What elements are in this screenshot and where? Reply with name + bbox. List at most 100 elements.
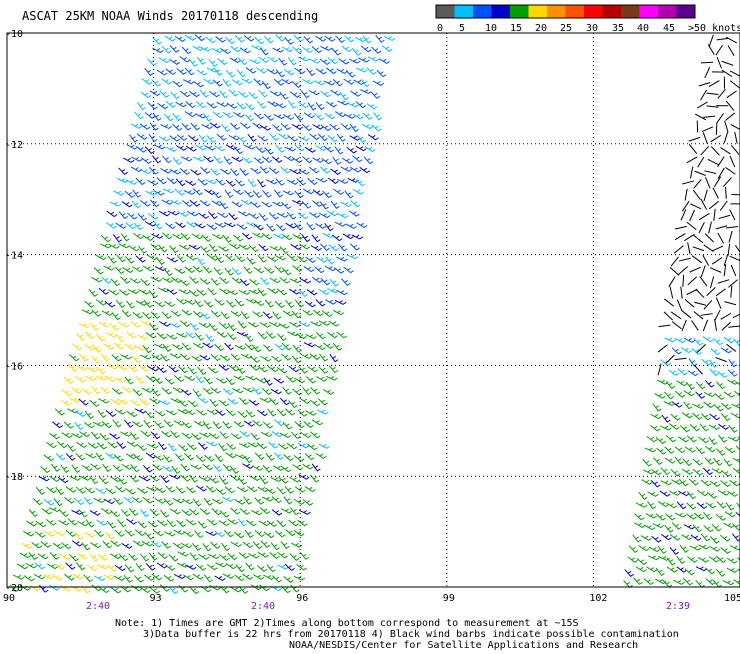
- wind-barb: [703, 255, 709, 266]
- wind-barb: [96, 299, 106, 305]
- wind-barb: [311, 245, 322, 250]
- wind-barb: [205, 455, 215, 461]
- wind-barb: [325, 223, 333, 230]
- wind-barb: [170, 509, 180, 514]
- wind-barb: [84, 575, 93, 582]
- wind-barb: [220, 277, 230, 283]
- wind-barb: [223, 421, 232, 428]
- wind-barb: [132, 422, 142, 427]
- wind-barb: [294, 455, 304, 461]
- wind-barb: [168, 443, 176, 450]
- wind-barb: [342, 158, 353, 163]
- wind-barb: [162, 233, 172, 239]
- wind-barb: [281, 167, 291, 173]
- wind-barb: [64, 422, 73, 428]
- wind-barb: [288, 255, 298, 261]
- wind-barb: [61, 465, 69, 472]
- wind-barb: [122, 387, 132, 392]
- wind-barb: [157, 333, 167, 339]
- wind-barb: [140, 554, 149, 561]
- wind-barb: [290, 279, 301, 283]
- wind-barb: [158, 103, 168, 108]
- wind-barb: [297, 256, 307, 262]
- wind-barb: [107, 521, 116, 528]
- wind-barb: [99, 477, 108, 484]
- wind-barb: [260, 323, 271, 328]
- wind-barb: [199, 433, 210, 437]
- wind-barb: [153, 530, 163, 536]
- wind-barb: [711, 135, 721, 141]
- wind-barb: [283, 422, 292, 429]
- wind-barb: [186, 101, 196, 107]
- wind-barb: [704, 525, 713, 531]
- wind-barb: [698, 157, 704, 167]
- wind-barb: [203, 543, 211, 550]
- wind-barb: [292, 81, 301, 87]
- wind-barb: [138, 521, 147, 527]
- wind-barb: [282, 47, 293, 52]
- wind-barb: [683, 459, 692, 466]
- wind-barb: [285, 486, 294, 493]
- wind-barb: [716, 226, 728, 229]
- wind-barb: [629, 546, 638, 553]
- wind-barb: [226, 378, 235, 385]
- colorbar-swatch: [547, 5, 566, 18]
- wind-barb: [142, 541, 153, 545]
- wind-barb: [99, 288, 109, 294]
- wind-barb: [648, 492, 659, 496]
- wind-barb: [173, 158, 182, 165]
- wind-barb: [140, 399, 150, 405]
- wind-barb: [688, 277, 697, 285]
- wind-barb: [115, 409, 126, 414]
- wind-barb: [127, 213, 137, 219]
- wind-barb: [70, 476, 81, 480]
- wind-barb: [133, 389, 142, 395]
- wind-barb: [701, 314, 713, 316]
- wind-barb: [713, 188, 719, 199]
- wind-barb: [248, 179, 256, 186]
- wind-barb: [225, 268, 234, 275]
- wind-barb: [264, 36, 273, 43]
- wind-barb: [225, 343, 234, 350]
- wind-barb: [68, 365, 77, 371]
- wind-barb: [119, 322, 130, 327]
- wind-barb: [222, 543, 230, 550]
- wind-barb: [183, 80, 194, 84]
- wind-barb: [257, 443, 267, 449]
- wind-barb: [267, 565, 276, 572]
- wind-barb: [85, 301, 94, 307]
- wind-barb: [319, 213, 330, 217]
- wind-barb: [162, 388, 172, 394]
- wind-barb: [20, 553, 31, 558]
- wind-barb: [169, 366, 179, 372]
- wind-barb: [232, 80, 242, 85]
- wind-barb: [306, 334, 317, 338]
- wind-barb: [50, 552, 59, 559]
- wind-barb: [96, 453, 104, 460]
- wind-barb: [690, 267, 701, 272]
- wind-barb: [651, 469, 661, 474]
- wind-barb: [17, 564, 28, 569]
- wind-barb: [150, 200, 159, 207]
- wind-barb: [682, 320, 686, 331]
- wind-barb: [290, 554, 299, 561]
- wind-barb: [324, 81, 335, 85]
- wind-barb: [273, 312, 281, 319]
- wind-barb: [349, 59, 360, 63]
- wind-barb: [166, 147, 177, 151]
- wind-barb: [269, 213, 278, 219]
- wind-barb: [219, 554, 229, 560]
- wind-barb: [237, 70, 246, 77]
- colorbar-label: 0: [437, 23, 443, 34]
- wind-barb: [698, 557, 709, 562]
- wind-barb: [46, 442, 56, 447]
- time-label: 2:40: [251, 601, 275, 612]
- wind-barb: [719, 435, 727, 442]
- wind-barb: [301, 90, 309, 97]
- wind-barb: [729, 425, 738, 432]
- wind-barb: [682, 311, 691, 319]
- time-label: 2:39: [666, 601, 690, 612]
- wind-barb: [138, 213, 147, 220]
- wind-barb: [724, 337, 734, 343]
- wind-barb: [223, 574, 234, 578]
